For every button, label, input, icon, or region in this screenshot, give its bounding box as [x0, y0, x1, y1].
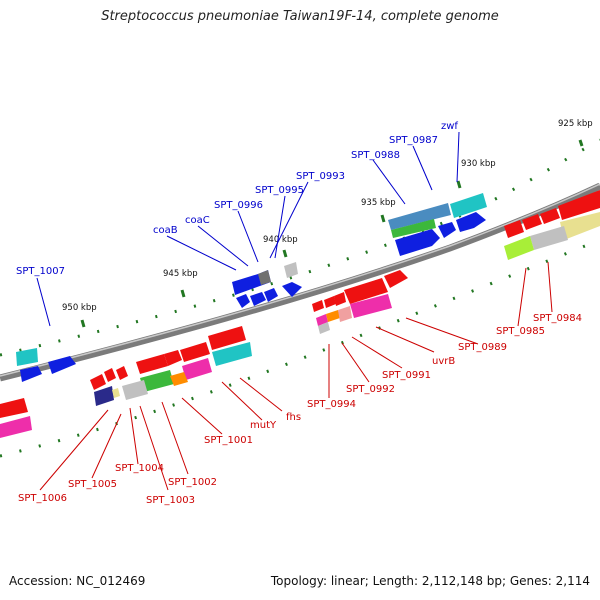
kbp-label: 945 kbp — [163, 269, 198, 279]
genome-backbone — [0, 182, 600, 382]
gene-arrow[interactable] — [391, 219, 436, 238]
gene-arrow[interactable] — [388, 203, 451, 230]
gene-arrow[interactable] — [140, 370, 174, 392]
gene-arrow[interactable] — [540, 208, 560, 224]
reverse-ruler — [0, 238, 600, 458]
gene-label[interactable]: coaC — [185, 215, 210, 226]
gene-label[interactable]: SPT_0992 — [346, 384, 395, 395]
gene-label[interactable]: SPT_1007 — [16, 266, 65, 277]
map-title: Streptococcus pneumoniae Taiwan19F-14, c… — [101, 9, 499, 24]
gene-arrow[interactable] — [164, 350, 182, 366]
gene-arrow[interactable] — [104, 368, 116, 382]
gene-arrow[interactable] — [560, 212, 600, 240]
gene-arrow[interactable] — [450, 193, 487, 218]
gene-arrow[interactable] — [504, 220, 524, 238]
gene-arrow[interactable] — [522, 214, 542, 230]
gene-label[interactable]: SPT_0984 — [533, 313, 582, 324]
gene-label[interactable]: zwf — [441, 121, 458, 132]
gene-arrow[interactable] — [312, 300, 324, 312]
kbp-label: 935 kbp — [361, 198, 396, 208]
gene-arrow[interactable] — [208, 326, 246, 350]
forward-genes — [16, 193, 487, 382]
topology-text: Topology: linear; Length: 2,112,148 bp; … — [270, 574, 590, 588]
gene-arrow[interactable] — [350, 294, 392, 318]
gene-arrow[interactable] — [318, 322, 330, 334]
gene-arrow[interactable] — [0, 416, 32, 438]
gene-arrow[interactable] — [438, 222, 456, 238]
gene-arrow[interactable] — [212, 342, 252, 366]
gene-arrow[interactable] — [16, 348, 38, 366]
gene-label[interactable]: SPT_0993 — [296, 171, 345, 182]
gene-arrow[interactable] — [90, 374, 106, 390]
gene-label[interactable]: fhs — [286, 412, 301, 423]
gene-arrow[interactable] — [344, 278, 388, 304]
reverse-genes — [0, 190, 600, 438]
kbp-ticks — [80, 139, 584, 328]
forward-connectors — [36, 131, 460, 327]
gene-arrow[interactable] — [326, 310, 340, 322]
gene-label[interactable]: SPT_0989 — [458, 342, 507, 353]
gene-arrow[interactable] — [284, 262, 298, 278]
kbp-label: 930 kbp — [461, 159, 496, 169]
gene-label[interactable]: SPT_1001 — [204, 435, 253, 446]
kbp-labels: 925 kbp 930 kbp 935 kbp 940 kbp 945 kbp … — [62, 119, 593, 313]
kbp-label: 940 kbp — [263, 235, 298, 245]
gene-arrow[interactable] — [0, 398, 28, 418]
gene-label[interactable]: SPT_1003 — [146, 495, 195, 506]
gene-arrow[interactable] — [136, 354, 168, 374]
gene-arrow[interactable] — [530, 226, 568, 250]
gene-label[interactable]: SPT_0987 — [389, 135, 438, 146]
gene-arrow[interactable] — [395, 229, 440, 256]
gene-arrow[interactable] — [116, 366, 128, 380]
gene-label[interactable]: mutY — [250, 420, 277, 431]
gene-arrow[interactable] — [316, 314, 328, 326]
reverse-connectors — [39, 261, 553, 491]
gene-label[interactable]: SPT_0991 — [382, 370, 431, 381]
gene-arrow[interactable] — [456, 212, 486, 232]
forward-labels: zwf SPT_0987 SPT_0988 SPT_0993 SPT_0995 … — [16, 121, 458, 277]
gene-label[interactable]: SPT_0994 — [307, 399, 356, 410]
gene-arrow[interactable] — [180, 342, 210, 362]
kbp-label: 950 kbp — [62, 303, 97, 313]
gene-arrow[interactable] — [384, 270, 408, 288]
gene-arrow[interactable] — [504, 236, 534, 260]
gene-label[interactable]: SPT_1002 — [168, 477, 217, 488]
gene-label[interactable]: SPT_1004 — [115, 463, 164, 474]
gene-arrow[interactable] — [264, 288, 278, 302]
gene-label[interactable]: uvrB — [432, 356, 455, 367]
kbp-label: 925 kbp — [558, 119, 593, 129]
gene-arrow[interactable] — [334, 292, 346, 306]
gene-arrow[interactable] — [338, 306, 352, 322]
gene-arrow[interactable] — [250, 292, 266, 306]
gene-arrow[interactable] — [558, 190, 600, 220]
accession-text: Accession: NC_012469 — [9, 574, 146, 588]
gene-arrow[interactable] — [236, 294, 250, 308]
gene-label[interactable]: SPT_0985 — [496, 326, 545, 337]
gene-label[interactable]: SPT_1006 — [18, 493, 67, 504]
gene-arrow[interactable] — [282, 282, 302, 297]
gene-arrow[interactable] — [170, 372, 188, 386]
gene-arrow[interactable] — [112, 388, 120, 398]
gene-arrow[interactable] — [122, 380, 148, 400]
gene-label[interactable]: SPT_0996 — [214, 200, 263, 211]
gene-arrow[interactable] — [182, 358, 212, 380]
gene-arrow[interactable] — [20, 366, 42, 382]
gene-label[interactable]: SPT_1005 — [68, 479, 117, 490]
gene-arrow[interactable] — [258, 270, 271, 285]
gene-label[interactable]: SPT_0988 — [351, 150, 400, 161]
gene-label[interactable]: SPT_0995 — [255, 185, 304, 196]
reverse-labels: SPT_0984 SPT_0985 SPT_0989 uvrB SPT_0991… — [18, 313, 582, 506]
gene-arrow[interactable] — [94, 386, 114, 406]
gene-arrow[interactable] — [324, 296, 336, 308]
gene-arrow[interactable] — [48, 356, 76, 374]
gene-label[interactable]: coaB — [153, 225, 178, 236]
